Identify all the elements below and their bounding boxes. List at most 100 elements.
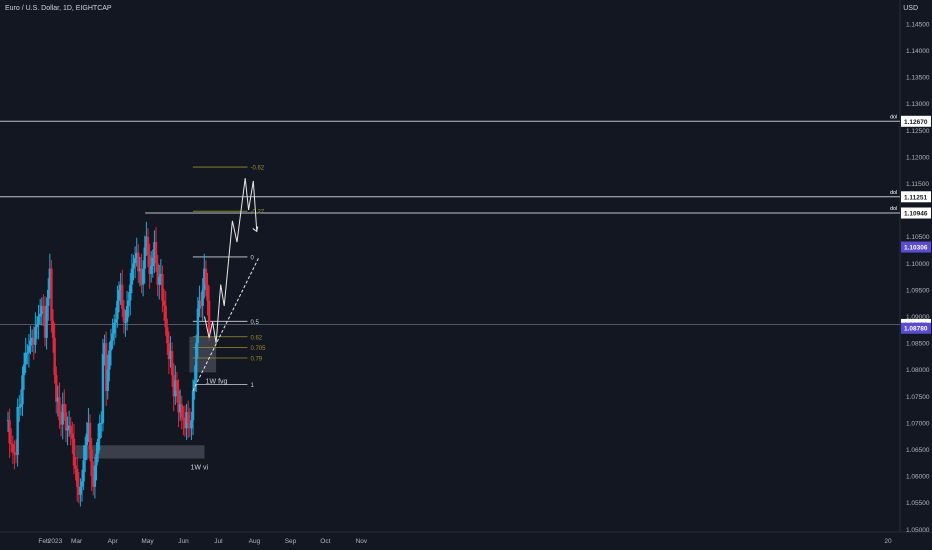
price-tick-label: 1.07000 — [906, 420, 930, 427]
horizontal-levels-layer — [0, 120, 900, 325]
candle-body — [132, 263, 135, 269]
zones-layer: 1W fvg 1W vi — [75, 336, 228, 472]
candle-body — [124, 321, 127, 323]
level-price-tag: 1.12670 — [904, 119, 928, 126]
price-tick-label: 1.10500 — [906, 234, 930, 241]
price-axis[interactable]: 1.05000 1.05500 1.06000 1.06500 1.07000 1.075… — [906, 21, 930, 533]
candle-body — [10, 443, 13, 445]
price-tick-label: 1.06500 — [906, 447, 930, 454]
candle-body — [183, 420, 187, 429]
time-tick-label: Jul — [214, 538, 223, 545]
candle-body — [143, 247, 146, 269]
candle-body — [146, 236, 150, 256]
time-tick-label: Apr — [108, 538, 119, 545]
candle-body — [116, 300, 119, 320]
candle-body — [121, 284, 124, 309]
projection-arrowhead — [252, 226, 259, 233]
candle-body — [151, 258, 155, 266]
candle-body — [71, 433, 74, 439]
candle-body — [119, 284, 122, 290]
zone-box[interactable] — [75, 445, 205, 459]
candle-body — [158, 276, 161, 285]
candle-body — [6, 420, 10, 422]
projection-path[interactable] — [204, 178, 258, 344]
level-note: dol — [890, 190, 897, 196]
current-price-tag-box — [901, 241, 931, 253]
candle-body — [190, 420, 193, 429]
candle-body — [135, 252, 138, 259]
candle-body — [50, 268, 53, 321]
price-tick-label: 1.13500 — [906, 75, 930, 82]
candle-body — [98, 422, 101, 439]
candle-body — [112, 322, 116, 334]
candle-body — [153, 242, 156, 259]
candle-body — [53, 337, 56, 376]
candle-body — [43, 311, 47, 338]
candle-body — [75, 468, 79, 487]
time-tick-label: Mar — [71, 538, 83, 545]
candle-body — [84, 445, 87, 461]
candle-body — [170, 351, 174, 376]
candle-body — [87, 422, 90, 434]
candle-body — [145, 236, 148, 248]
candle-body — [19, 404, 23, 407]
time-tick-label: Feb — [38, 538, 50, 545]
candle-body — [35, 324, 39, 328]
price-tick-label: 1.12500 — [906, 128, 930, 135]
time-tick-label: Jun — [178, 538, 189, 545]
candle-body — [204, 268, 208, 285]
fib-retracement[interactable]: -0.62 -0.27 0 0.5 0.62 0.705 0.79 1 — [192, 166, 266, 390]
candle-body — [21, 375, 24, 405]
candle-body — [18, 406, 21, 408]
level-note: dol — [890, 206, 897, 212]
fib-level-label: 0.705 — [250, 346, 266, 352]
price-tags-layer: 1.12670dol1.11251dol1.10946dol1.088511.1… — [890, 114, 931, 334]
candle-body — [42, 305, 45, 312]
candle-body — [164, 305, 167, 328]
candle-body — [127, 300, 130, 306]
candle-body — [55, 375, 58, 402]
candle-body — [40, 305, 43, 314]
currency-label: USD — [903, 5, 918, 12]
time-tick-label: 2023 — [48, 538, 63, 545]
candle-body — [109, 340, 113, 351]
candle-body — [13, 452, 16, 455]
candle-body — [125, 305, 129, 322]
price-tick-label: 1.07500 — [906, 394, 930, 401]
projection-drawings[interactable] — [192, 178, 260, 392]
candle-body — [72, 438, 76, 466]
level-price-tag: 1.10946 — [904, 211, 928, 218]
candle-body — [8, 420, 11, 444]
price-tick-label: 1.11500 — [906, 181, 929, 188]
candle-body — [74, 465, 77, 469]
candle-body — [59, 420, 63, 425]
candle-body — [93, 465, 97, 487]
candle-body — [156, 263, 159, 285]
candle-body — [82, 460, 85, 482]
candle-body — [175, 380, 179, 392]
fib-level-label: 0 — [250, 255, 254, 261]
candle-body — [182, 417, 185, 421]
candle-body — [92, 476, 95, 487]
candle-body — [61, 404, 64, 425]
price-tick-label: 1.14000 — [906, 48, 930, 55]
fib-level-label: -0.27 — [250, 210, 264, 216]
candle-body — [138, 268, 142, 272]
zone-box[interactable] — [189, 336, 217, 373]
candle-body — [169, 351, 172, 360]
candle-body — [193, 380, 196, 392]
candle-body — [51, 320, 55, 338]
candle-body — [201, 289, 204, 306]
candle-body — [58, 397, 61, 421]
candle-body — [162, 300, 166, 306]
candle-body — [101, 353, 105, 423]
candle-body — [32, 337, 35, 345]
candle-body — [140, 268, 143, 285]
candle-body — [85, 433, 89, 446]
candle-body — [133, 258, 137, 264]
candle-body — [167, 343, 171, 360]
time-tick-label: Oct — [320, 538, 330, 545]
time-tick-label: Aug — [249, 538, 261, 545]
